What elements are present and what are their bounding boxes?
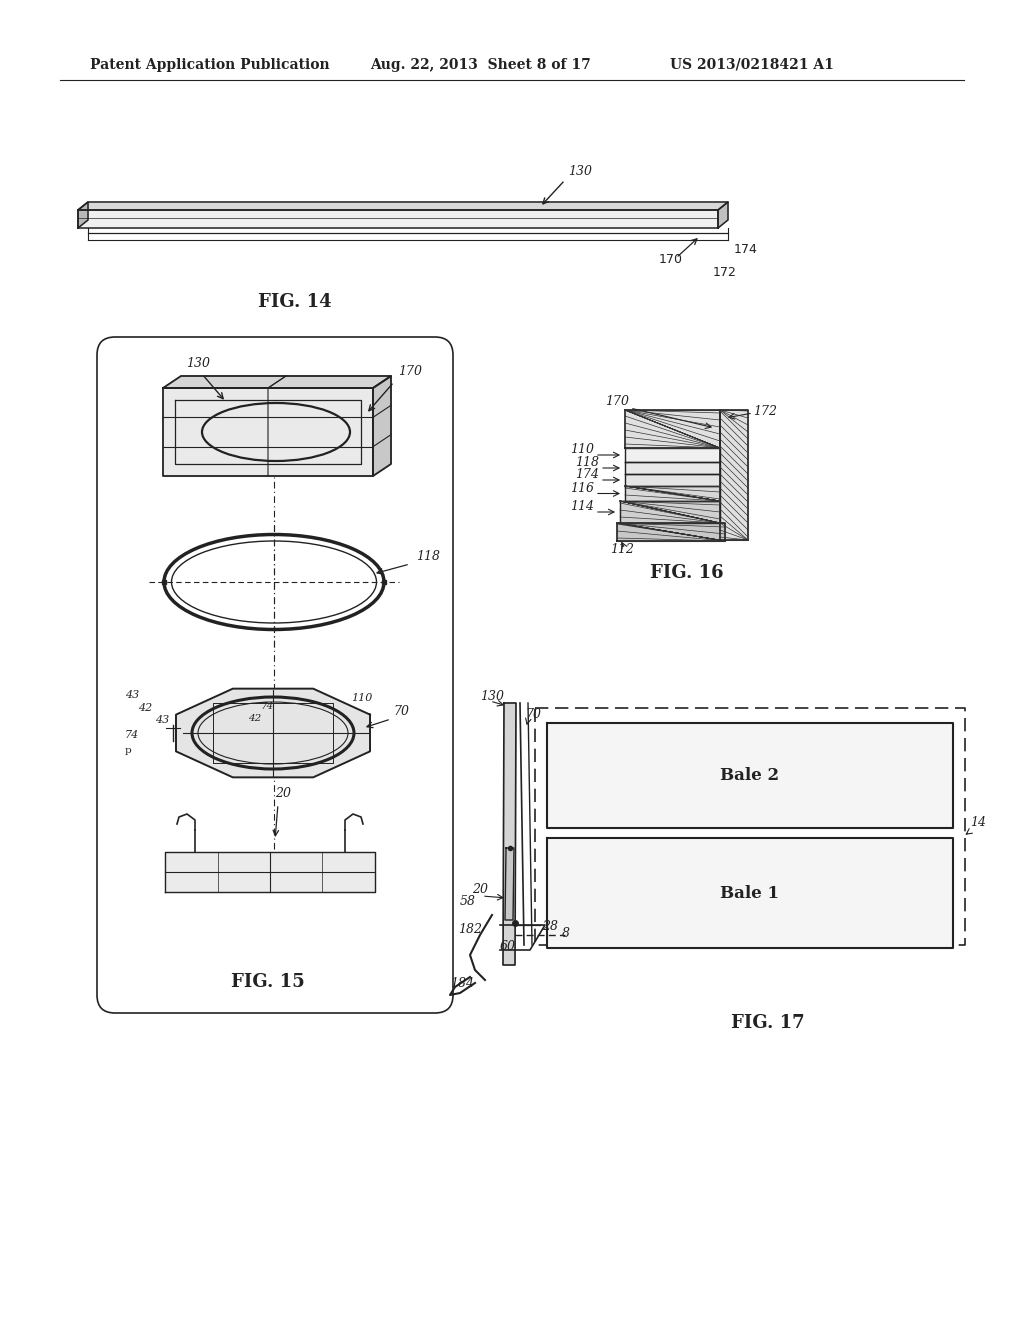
Text: 130: 130 [186, 356, 210, 370]
Text: 20: 20 [472, 883, 488, 896]
Polygon shape [165, 851, 375, 892]
Text: 20: 20 [275, 787, 291, 800]
Polygon shape [625, 486, 720, 502]
Polygon shape [625, 462, 720, 474]
Text: 58: 58 [460, 895, 476, 908]
Polygon shape [617, 523, 725, 541]
Polygon shape [78, 210, 718, 228]
Text: p: p [125, 746, 132, 755]
Text: FIG. 15: FIG. 15 [231, 973, 305, 991]
Text: 60: 60 [500, 940, 516, 953]
Text: 74: 74 [125, 730, 139, 741]
Text: $\mathit{174}$: $\mathit{174}$ [733, 243, 758, 256]
Text: 170: 170 [398, 366, 422, 378]
Text: FIG. 16: FIG. 16 [649, 564, 723, 582]
Text: 170: 170 [605, 395, 629, 408]
Text: FIG. 14: FIG. 14 [258, 293, 332, 312]
Text: 130: 130 [480, 690, 504, 704]
Text: 174: 174 [575, 469, 599, 480]
Text: Patent Application Publication: Patent Application Publication [90, 58, 330, 73]
Text: 110: 110 [570, 444, 594, 455]
Text: 112: 112 [610, 543, 634, 556]
Text: $\mathit{170}$: $\mathit{170}$ [658, 253, 683, 267]
Polygon shape [503, 704, 516, 965]
Text: 110: 110 [351, 693, 373, 704]
Text: 42: 42 [248, 714, 261, 723]
Text: 42: 42 [138, 704, 153, 713]
Text: Aug. 22, 2013  Sheet 8 of 17: Aug. 22, 2013 Sheet 8 of 17 [370, 58, 591, 73]
Polygon shape [547, 723, 953, 828]
Text: 118: 118 [575, 455, 599, 469]
Text: 8: 8 [562, 927, 570, 940]
Polygon shape [163, 376, 391, 388]
Polygon shape [78, 202, 88, 228]
Text: 118: 118 [416, 550, 440, 564]
Text: 43: 43 [125, 690, 139, 700]
Polygon shape [718, 202, 728, 228]
Text: 130: 130 [568, 165, 592, 178]
Polygon shape [625, 447, 720, 462]
Polygon shape [720, 411, 748, 540]
Text: 184: 184 [450, 977, 474, 990]
Text: Bale 2: Bale 2 [721, 767, 779, 784]
Text: FIG. 17: FIG. 17 [731, 1014, 804, 1032]
Text: 182: 182 [458, 923, 482, 936]
Text: 43: 43 [155, 715, 169, 725]
Text: 70: 70 [525, 708, 541, 721]
Text: 114: 114 [570, 500, 594, 513]
Text: 14: 14 [970, 817, 986, 829]
Text: 70: 70 [393, 705, 409, 718]
Polygon shape [625, 474, 720, 486]
Text: US 2013/0218421 A1: US 2013/0218421 A1 [670, 58, 834, 73]
Text: 74: 74 [261, 702, 274, 711]
Text: $\mathit{172}$: $\mathit{172}$ [712, 267, 736, 279]
Text: 28: 28 [542, 920, 558, 933]
Polygon shape [547, 838, 953, 948]
Polygon shape [373, 376, 391, 477]
Text: Bale 1: Bale 1 [721, 884, 779, 902]
Text: 172: 172 [753, 405, 777, 418]
Polygon shape [505, 847, 514, 920]
Polygon shape [176, 689, 370, 777]
Polygon shape [163, 388, 373, 477]
Polygon shape [78, 202, 728, 210]
Polygon shape [625, 411, 720, 447]
Text: 116: 116 [570, 482, 594, 495]
Polygon shape [620, 502, 720, 523]
